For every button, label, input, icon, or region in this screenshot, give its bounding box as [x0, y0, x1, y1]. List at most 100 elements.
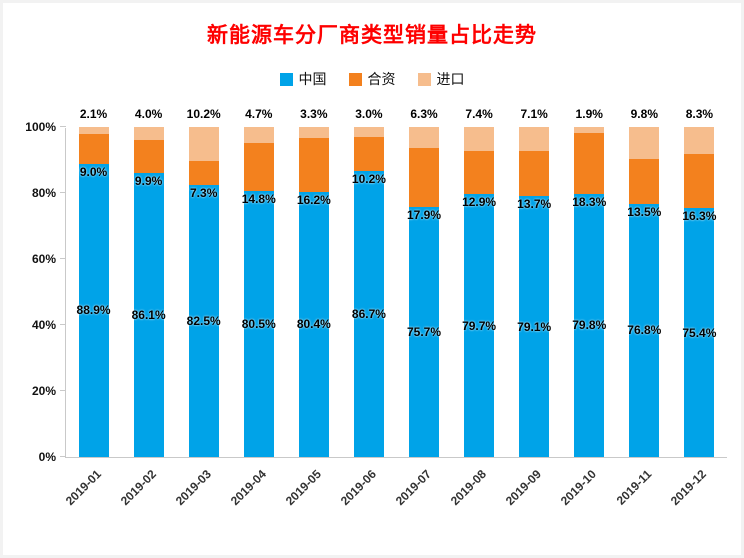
chart-title: 新能源车分厂商类型销量占比走势 [207, 24, 537, 47]
china-value-label: 80.4% [296, 317, 331, 332]
bar-segment-joint-venture[interactable] [519, 150, 550, 196]
bar-column: 7.1% 13.7% 79.1% 2019-09 [503, 107, 562, 508]
legend-item-china[interactable]: 中国 [279, 69, 327, 89]
bars-container: 2.1% 9.0% 88.9% 2019-01 4.0% 9.9% 86.1% 2019-02… [62, 107, 727, 508]
bar-segment-china[interactable] [243, 191, 274, 457]
bar-segment-joint-venture[interactable] [188, 160, 219, 185]
joint-venture-value-label: 9.0% [79, 164, 108, 179]
legend-swatch-china [279, 72, 293, 86]
joint-venture-value-label: 18.3% [572, 194, 607, 209]
china-value-label: 79.7% [462, 318, 497, 333]
bar-segment-china[interactable] [133, 172, 164, 457]
stacked-bar[interactable] [409, 127, 439, 457]
bar-segment-import[interactable] [298, 127, 329, 139]
x-axis-label: 2019-07 [392, 467, 434, 509]
china-value-label: 88.9% [76, 303, 111, 318]
bar-segment-joint-venture[interactable] [574, 133, 605, 194]
bar-segment-import[interactable] [574, 127, 605, 134]
china-value-label: 79.1% [517, 319, 552, 334]
china-value-label: 76.8% [627, 323, 662, 338]
import-value-label: 6.3% [410, 107, 438, 121]
legend-label-import: 进口 [436, 71, 465, 87]
bar-segment-joint-venture[interactable] [464, 151, 495, 194]
x-axis-label: 2019-11 [613, 467, 655, 508]
bar-segment-joint-venture[interactable] [133, 140, 164, 173]
stacked-bar[interactable] [133, 127, 164, 457]
china-value-label: 79.8% [572, 318, 607, 333]
stacked-bar[interactable] [629, 126, 660, 457]
bar-segment-joint-venture[interactable] [78, 133, 109, 164]
bar-segment-import[interactable] [409, 127, 439, 149]
bar-segment-import[interactable] [188, 127, 219, 161]
legend-item-import[interactable]: 进口 [417, 69, 465, 89]
bar-segment-import[interactable] [243, 127, 274, 143]
bar-segment-china[interactable] [409, 207, 439, 457]
stacked-bar[interactable] [574, 127, 605, 457]
legend-item-joint-venture[interactable]: 合资 [348, 69, 396, 89]
bar-segment-china[interactable] [353, 170, 384, 457]
bar-segment-china[interactable] [574, 193, 605, 457]
bar-segment-joint-venture[interactable] [629, 159, 660, 204]
y-axis-tick-mark [60, 456, 66, 457]
joint-venture-value-label: 13.7% [517, 196, 552, 211]
y-axis-tick-mark [60, 390, 66, 391]
stacked-bar[interactable] [353, 127, 384, 457]
x-axis-label: 2019-10 [558, 467, 600, 509]
joint-venture-value-label: 7.3% [190, 185, 218, 200]
bar-segment-joint-venture[interactable] [243, 142, 274, 192]
stacked-bar[interactable] [243, 127, 274, 457]
bar-column: 4.7% 14.8% 80.5% 2019-04 [228, 107, 286, 508]
bar-segment-joint-venture[interactable] [684, 154, 715, 209]
y-axis-tick-mark [60, 126, 66, 127]
legend-label-china: 中国 [298, 71, 327, 87]
bar-segment-china[interactable] [464, 194, 495, 457]
stacked-bar[interactable] [78, 127, 109, 457]
stacked-bar[interactable] [298, 127, 329, 457]
joint-venture-value-label: 14.8% [241, 192, 276, 207]
bar-segment-china[interactable] [519, 195, 550, 457]
bar-segment-china[interactable] [684, 208, 715, 457]
stacked-bar[interactable] [464, 127, 495, 457]
bar-segment-china[interactable] [78, 163, 109, 457]
bar-segment-china[interactable] [188, 184, 219, 457]
china-value-label: 86.1% [131, 307, 166, 322]
import-value-label: 4.0% [134, 107, 163, 121]
legend-swatch-import [417, 72, 431, 86]
stacked-bar[interactable] [519, 127, 550, 457]
bar-segment-import[interactable] [78, 127, 109, 134]
chart-card: 新能源车分厂商类型销量占比走势 中国 合资 进口 0% 20% 40% 60% 80% 100… [3, 3, 741, 555]
legend-label-joint-venture: 合资 [367, 71, 396, 87]
china-value-label: 75.7% [406, 325, 442, 340]
bar-segment-import[interactable] [133, 127, 164, 141]
joint-venture-value-label: 16.3% [682, 209, 717, 224]
bar-segment-joint-venture[interactable] [409, 148, 439, 208]
x-axis-label: 2019-12 [668, 467, 710, 509]
bar-segment-china[interactable] [629, 203, 660, 457]
y-axis-tick-label: 100% [25, 120, 56, 134]
bar-segment-import[interactable] [464, 127, 495, 152]
x-axis-label: 2019-04 [227, 467, 269, 509]
joint-venture-value-label: 17.9% [406, 208, 442, 223]
import-value-label: 8.3% [685, 107, 714, 121]
bar-segment-joint-venture[interactable] [298, 138, 329, 192]
y-axis-tick-mark [60, 324, 66, 325]
bar-segment-import[interactable] [684, 127, 715, 155]
bar-segment-import[interactable] [519, 127, 550, 151]
bar-segment-import[interactable] [629, 126, 660, 160]
y-axis-tick-label: 0% [38, 450, 56, 464]
bar-segment-import[interactable] [353, 127, 384, 138]
bar-column: 8.3% 16.3% 75.4% 2019-12 [668, 107, 727, 508]
bar-segment-joint-venture[interactable] [353, 137, 384, 171]
y-axis-tick-label: 40% [31, 318, 56, 332]
y-axis-tick-mark [60, 258, 66, 259]
bar-column: 10.2% 7.3% 82.5% 2019-03 [173, 107, 231, 508]
bar-segment-china[interactable] [298, 191, 329, 457]
joint-venture-value-label: 9.9% [134, 173, 163, 188]
x-axis-label: 2019-03 [172, 467, 214, 509]
import-value-label: 3.3% [300, 107, 328, 121]
stacked-bar[interactable] [188, 127, 219, 457]
import-value-label: 4.7% [245, 107, 273, 121]
china-value-label: 75.4% [682, 325, 717, 340]
joint-venture-value-label: 16.2% [296, 192, 331, 207]
stacked-bar[interactable] [684, 127, 715, 457]
